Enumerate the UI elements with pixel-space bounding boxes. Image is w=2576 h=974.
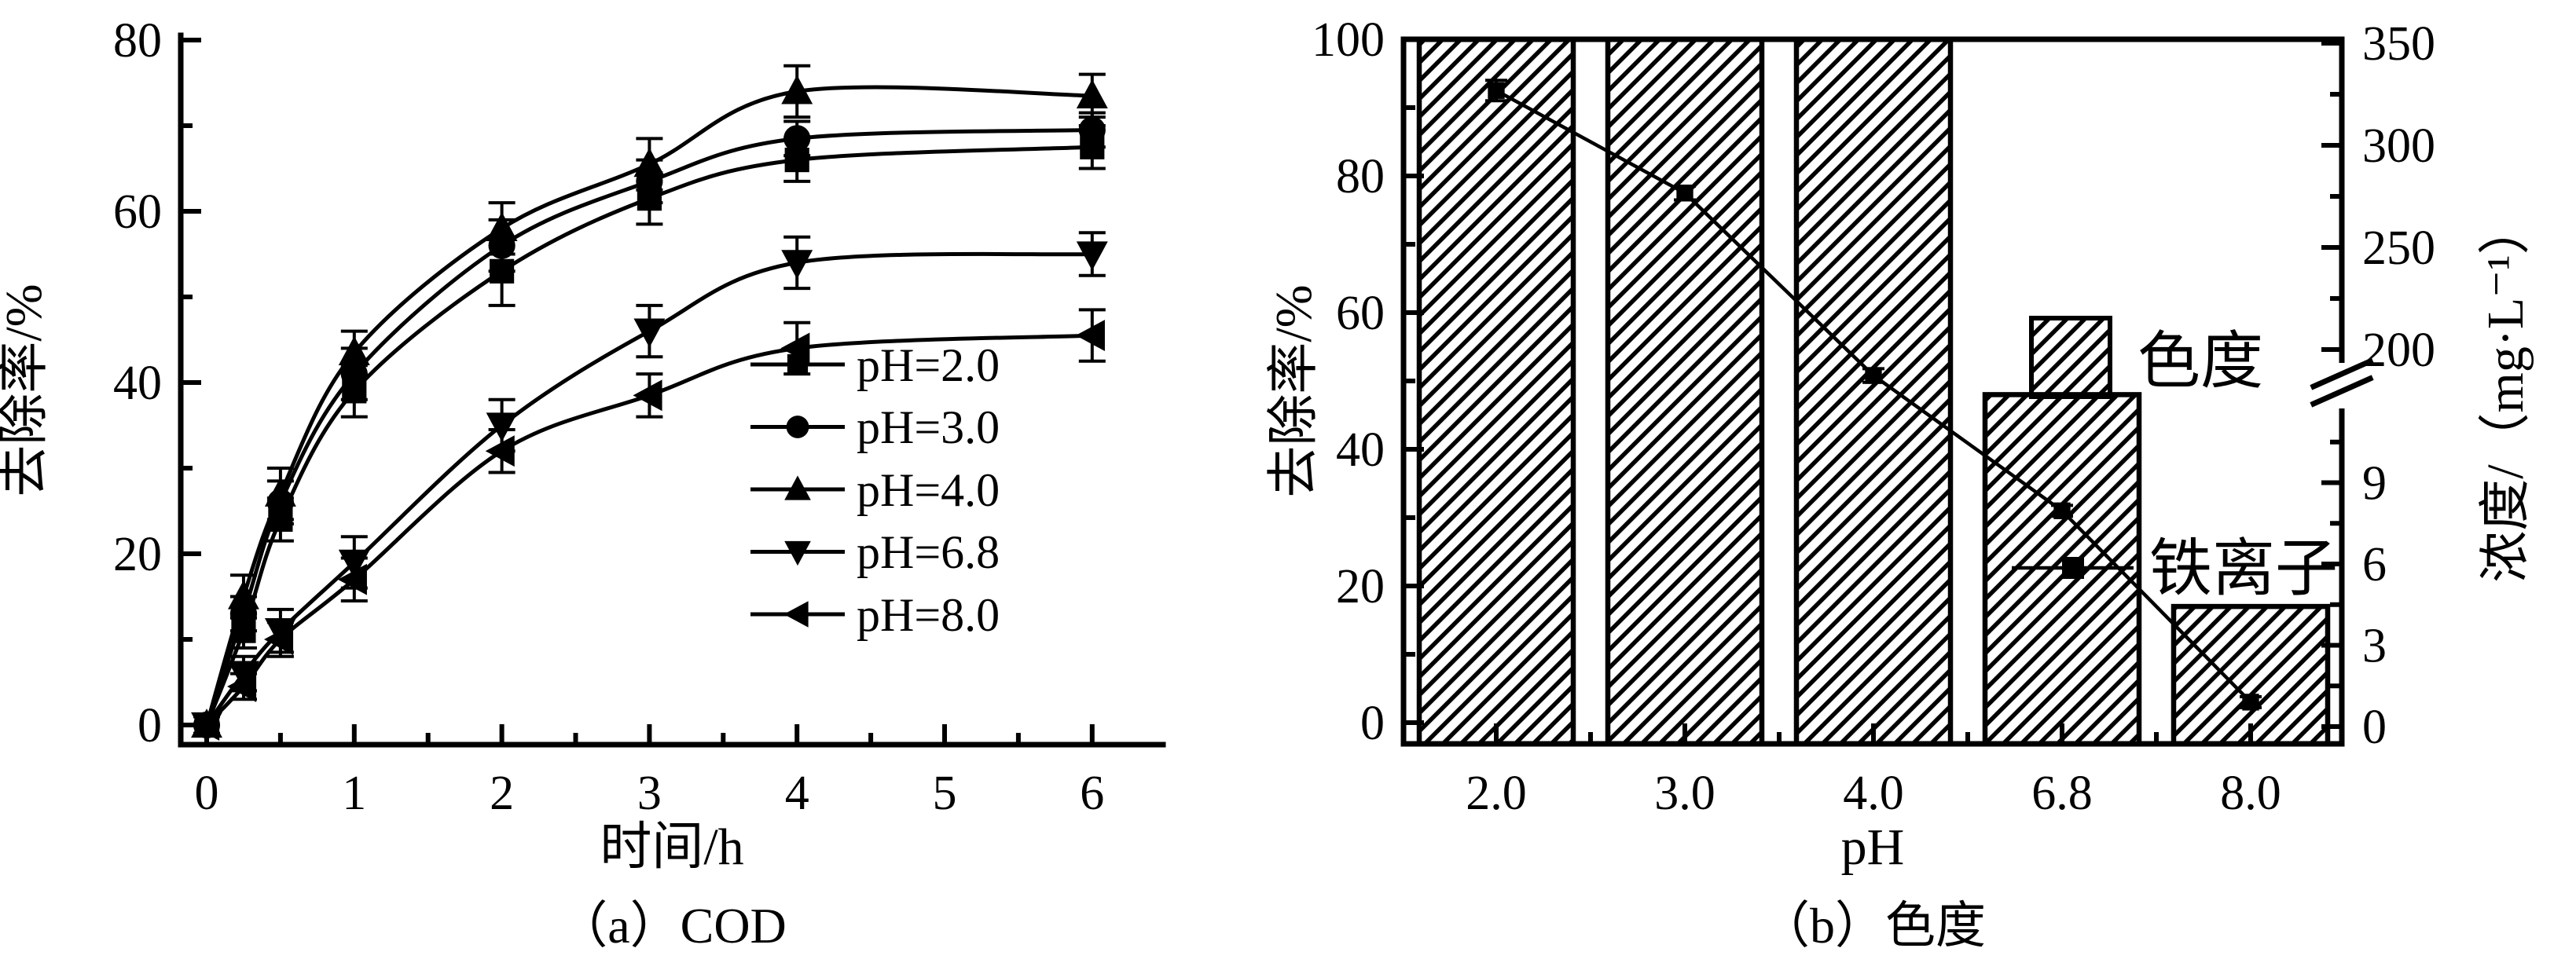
chart-a-legend-label-5: pH=8.0 <box>857 589 1000 641</box>
tick-label: 0 <box>195 767 219 820</box>
series-pH=8.0 <box>190 308 1106 741</box>
tick-label: 20 <box>113 528 162 581</box>
chart-a-caption: （a）COD <box>557 898 787 954</box>
tick-label: 6 <box>2362 538 2387 591</box>
tick-label: 60 <box>1336 287 1385 340</box>
bar-4.0 <box>1793 36 1954 747</box>
tick-label: 100 <box>1312 13 1385 67</box>
chart-a-y-axis-title: 去除率/% <box>0 284 53 496</box>
chart-a-legend <box>750 353 845 628</box>
iron-point-marker <box>1865 367 1882 384</box>
triangle-down-marker <box>1076 241 1108 271</box>
iron-point-marker <box>2053 502 2071 519</box>
legend-circle-marker <box>786 416 809 438</box>
chart-b-legend: 色度 铁离子 <box>2012 316 2338 604</box>
chart-a-legend-label-1: pH=2.0 <box>857 339 1000 391</box>
chart-a-legend-label-4: pH=6.8 <box>857 526 1000 578</box>
tick-label: 5 <box>933 767 957 820</box>
chart-a-legend-label-3: pH=4.0 <box>857 464 1000 516</box>
tick-label: 200 <box>2362 324 2435 377</box>
triangle-down-marker <box>633 318 666 348</box>
triangle-left-marker <box>485 435 515 467</box>
triangle-left-marker <box>1075 320 1105 351</box>
triangle-up-marker <box>228 580 259 610</box>
triangle-left-marker <box>190 709 220 741</box>
legend-iron-marker <box>2062 557 2084 579</box>
triangle-up-marker <box>781 75 813 104</box>
chart-b-x-axis-title: pH <box>1841 818 1905 876</box>
legend-triangle-up-marker <box>784 475 811 500</box>
tick-label: 250 <box>2362 222 2435 275</box>
triangle-down-marker <box>486 412 518 442</box>
tick-label: 6 <box>1080 767 1104 820</box>
iron-point-marker <box>1676 185 1693 202</box>
iron-point-marker <box>1488 82 1505 99</box>
axis-break-icon <box>2310 357 2374 408</box>
chart-b-right-y-axis-title: 浓度/（mg·L⁻¹） <box>2477 203 2534 583</box>
triangle-up-marker <box>486 211 518 241</box>
bar-3.0 <box>1605 36 1765 747</box>
triangle-up-marker <box>338 335 370 365</box>
tick-label: 0 <box>1360 697 1385 750</box>
legend-triangle-left-marker <box>783 601 809 628</box>
chart-b-line <box>1485 79 2262 711</box>
circle-marker <box>783 125 811 152</box>
triangle-left-marker <box>227 671 257 702</box>
tick-label: 3 <box>2362 620 2387 673</box>
tick-label: 9 <box>2362 457 2387 511</box>
triangle-left-marker <box>633 379 662 412</box>
tick-label: 3 <box>637 767 662 820</box>
triangle-up-marker <box>633 148 666 178</box>
tick-label: 20 <box>1336 560 1385 613</box>
tick-label: 0 <box>2362 701 2387 754</box>
tick-label: 60 <box>113 185 162 239</box>
legend-triangle-down-marker <box>784 540 811 566</box>
triangle-down-marker <box>781 250 813 280</box>
chart-a: 0 20 40 60 80 0 1 2 3 4 5 6 去除率/% 时间/h （a）COD pH=2.… <box>0 14 1166 954</box>
triangle-left-marker <box>264 624 294 655</box>
chart-b-legend-label-chroma: 色度 <box>2137 328 2263 397</box>
tick-label: 4 <box>785 767 809 820</box>
tick-label: 80 <box>113 14 162 68</box>
triangle-left-marker <box>337 563 367 595</box>
chart-b-caption: （b）色度 <box>1760 898 1986 954</box>
tick-label: 8.0 <box>2220 767 2281 820</box>
chart-a-axes: 0 20 40 60 80 0 1 2 3 4 5 6 <box>113 14 1166 820</box>
tick-label: 40 <box>113 357 162 410</box>
triangle-up-marker <box>1076 79 1108 108</box>
legend-square-marker <box>787 353 809 375</box>
bar-8.0 <box>2171 603 2331 747</box>
chart-b-bars <box>1416 36 2331 747</box>
chart-a-legend-label-2: pH=3.0 <box>857 401 1000 453</box>
tick-label: 300 <box>2362 119 2435 173</box>
chart-b-legend-label-iron: 铁离子 <box>2149 535 2338 604</box>
tick-label: 1 <box>342 767 366 820</box>
tick-label: 40 <box>1336 423 1385 477</box>
tick-label: 2.0 <box>1466 767 1527 820</box>
bar-2.0 <box>1416 36 1576 747</box>
chart-b-left-y-axis-title: 去除率/% <box>1265 284 1323 497</box>
tick-label: 0 <box>138 699 162 752</box>
iron-point-marker <box>2242 694 2259 711</box>
circle-marker <box>1078 116 1106 144</box>
triangle-up-marker <box>264 477 296 507</box>
tick-label: 4.0 <box>1843 767 1904 820</box>
tick-label: 80 <box>1336 150 1385 203</box>
chart-a-series <box>190 64 1108 741</box>
tick-label: 2 <box>490 767 514 820</box>
tick-label: 3.0 <box>1654 767 1715 820</box>
legend-hatch-swatch <box>2029 316 2112 399</box>
chart-a-x-axis-title: 时间/h <box>600 818 743 876</box>
tick-label: 6.8 <box>2031 767 2093 820</box>
tick-label: 350 <box>2362 17 2435 71</box>
